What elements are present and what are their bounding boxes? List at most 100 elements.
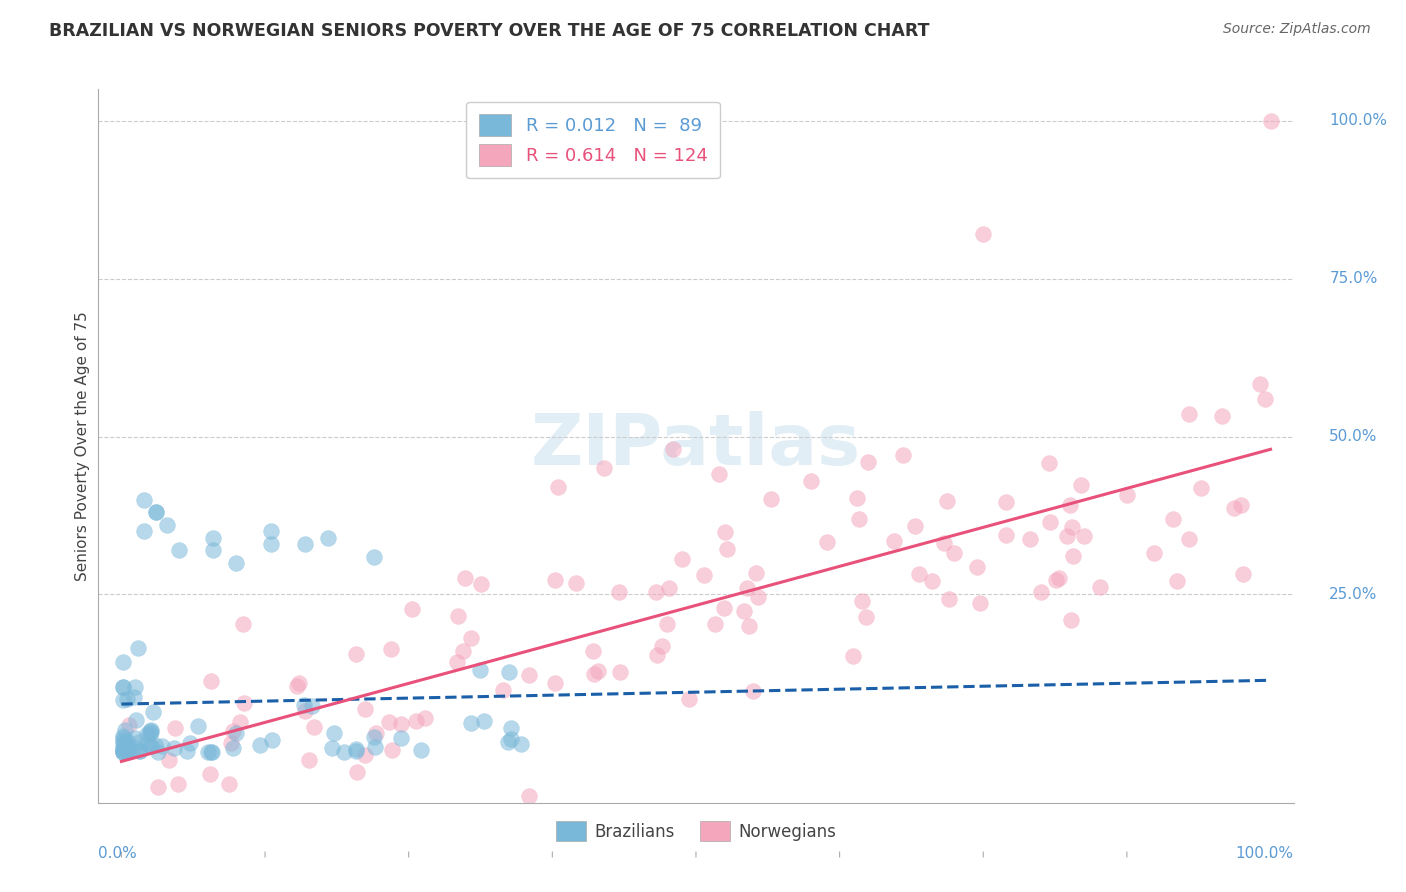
Point (1163, 512, 1185, 526)
Point (1143, 546, 1166, 560)
Point (904, 519, 927, 533)
Point (124, 731, 146, 745)
Point (112, 745, 135, 759)
Point (413, 711, 436, 725)
Point (842, 648, 865, 663)
Point (969, 596, 991, 610)
Point (800, 474, 823, 488)
Point (114, 723, 136, 737)
Point (936, 493, 959, 508)
Point (249, 738, 271, 752)
Point (658, 581, 681, 595)
Point (966, 560, 988, 574)
Point (1254, 392, 1277, 406)
Point (344, 742, 367, 756)
Point (200, 745, 222, 759)
Point (142, 705, 165, 719)
Point (145, 505, 167, 519)
Text: 100.0%: 100.0% (1236, 846, 1294, 861)
Point (401, 601, 423, 615)
Point (344, 648, 367, 662)
Point (733, 604, 755, 618)
Point (179, 736, 201, 750)
Point (139, 739, 162, 754)
Point (662, 442, 685, 457)
Point (111, 681, 134, 695)
Point (111, 731, 134, 745)
Point (118, 741, 141, 756)
Text: BRAZILIAN VS NORWEGIAN SENIORS POVERTY OVER THE AGE OF 75 CORRELATION CHART: BRAZILIAN VS NORWEGIAN SENIORS POVERTY O… (49, 22, 929, 40)
Point (1178, 532, 1201, 546)
Point (678, 691, 700, 706)
Point (285, 679, 308, 693)
Point (593, 461, 616, 475)
Point (1211, 409, 1233, 423)
Point (1232, 566, 1254, 581)
Point (1073, 529, 1095, 543)
Point (363, 730, 385, 744)
Point (1178, 407, 1201, 421)
Point (1062, 549, 1084, 563)
Point (846, 491, 869, 505)
Point (517, 789, 540, 804)
Point (1031, 585, 1053, 599)
Point (517, 668, 540, 682)
Point (127, 640, 149, 655)
Point (118, 718, 141, 732)
Text: Source: ZipAtlas.com: Source: ZipAtlas.com (1223, 22, 1371, 37)
Point (112, 655, 135, 669)
Point (447, 609, 470, 624)
Point (1249, 376, 1271, 391)
Point (197, 745, 219, 759)
Point (262, 733, 284, 747)
Point (713, 600, 735, 615)
Point (609, 665, 631, 679)
Point (301, 699, 323, 714)
Point (1166, 574, 1188, 589)
Point (995, 527, 1018, 541)
Point (187, 719, 209, 733)
Point (354, 747, 377, 762)
Point (127, 740, 149, 755)
Point (547, 480, 569, 494)
Point (200, 674, 222, 689)
Point (146, 780, 169, 795)
Point (472, 714, 495, 729)
Point (111, 745, 134, 759)
Point (128, 735, 150, 749)
Point (333, 745, 356, 759)
Point (111, 693, 134, 707)
Point (139, 723, 162, 738)
Point (581, 644, 603, 658)
Point (381, 742, 404, 756)
Point (219, 736, 242, 750)
Point (1060, 520, 1083, 534)
Point (363, 549, 385, 564)
Text: 75.0%: 75.0% (1330, 271, 1378, 286)
Point (115, 744, 138, 758)
Point (389, 717, 412, 731)
Point (111, 742, 134, 756)
Point (222, 740, 245, 755)
Point (460, 631, 482, 645)
Point (565, 576, 588, 591)
Point (1047, 571, 1070, 585)
Point (232, 696, 254, 710)
Text: ZIPatlas: ZIPatlas (531, 411, 860, 481)
Point (883, 534, 905, 549)
Text: 100.0%: 100.0% (1330, 113, 1388, 128)
Legend: Brazilians, Norwegians: Brazilians, Norwegians (550, 814, 842, 848)
Point (501, 721, 523, 735)
Point (298, 753, 321, 767)
Point (468, 663, 491, 677)
Y-axis label: Seniors Poverty Over the Age of 75: Seniors Poverty Over the Age of 75 (75, 311, 90, 581)
Point (607, 585, 630, 599)
Point (651, 640, 673, 654)
Point (294, 537, 316, 551)
Point (115, 739, 138, 753)
Point (858, 455, 880, 469)
Point (693, 568, 716, 582)
Point (136, 726, 159, 740)
Point (707, 467, 730, 482)
Point (741, 684, 763, 698)
